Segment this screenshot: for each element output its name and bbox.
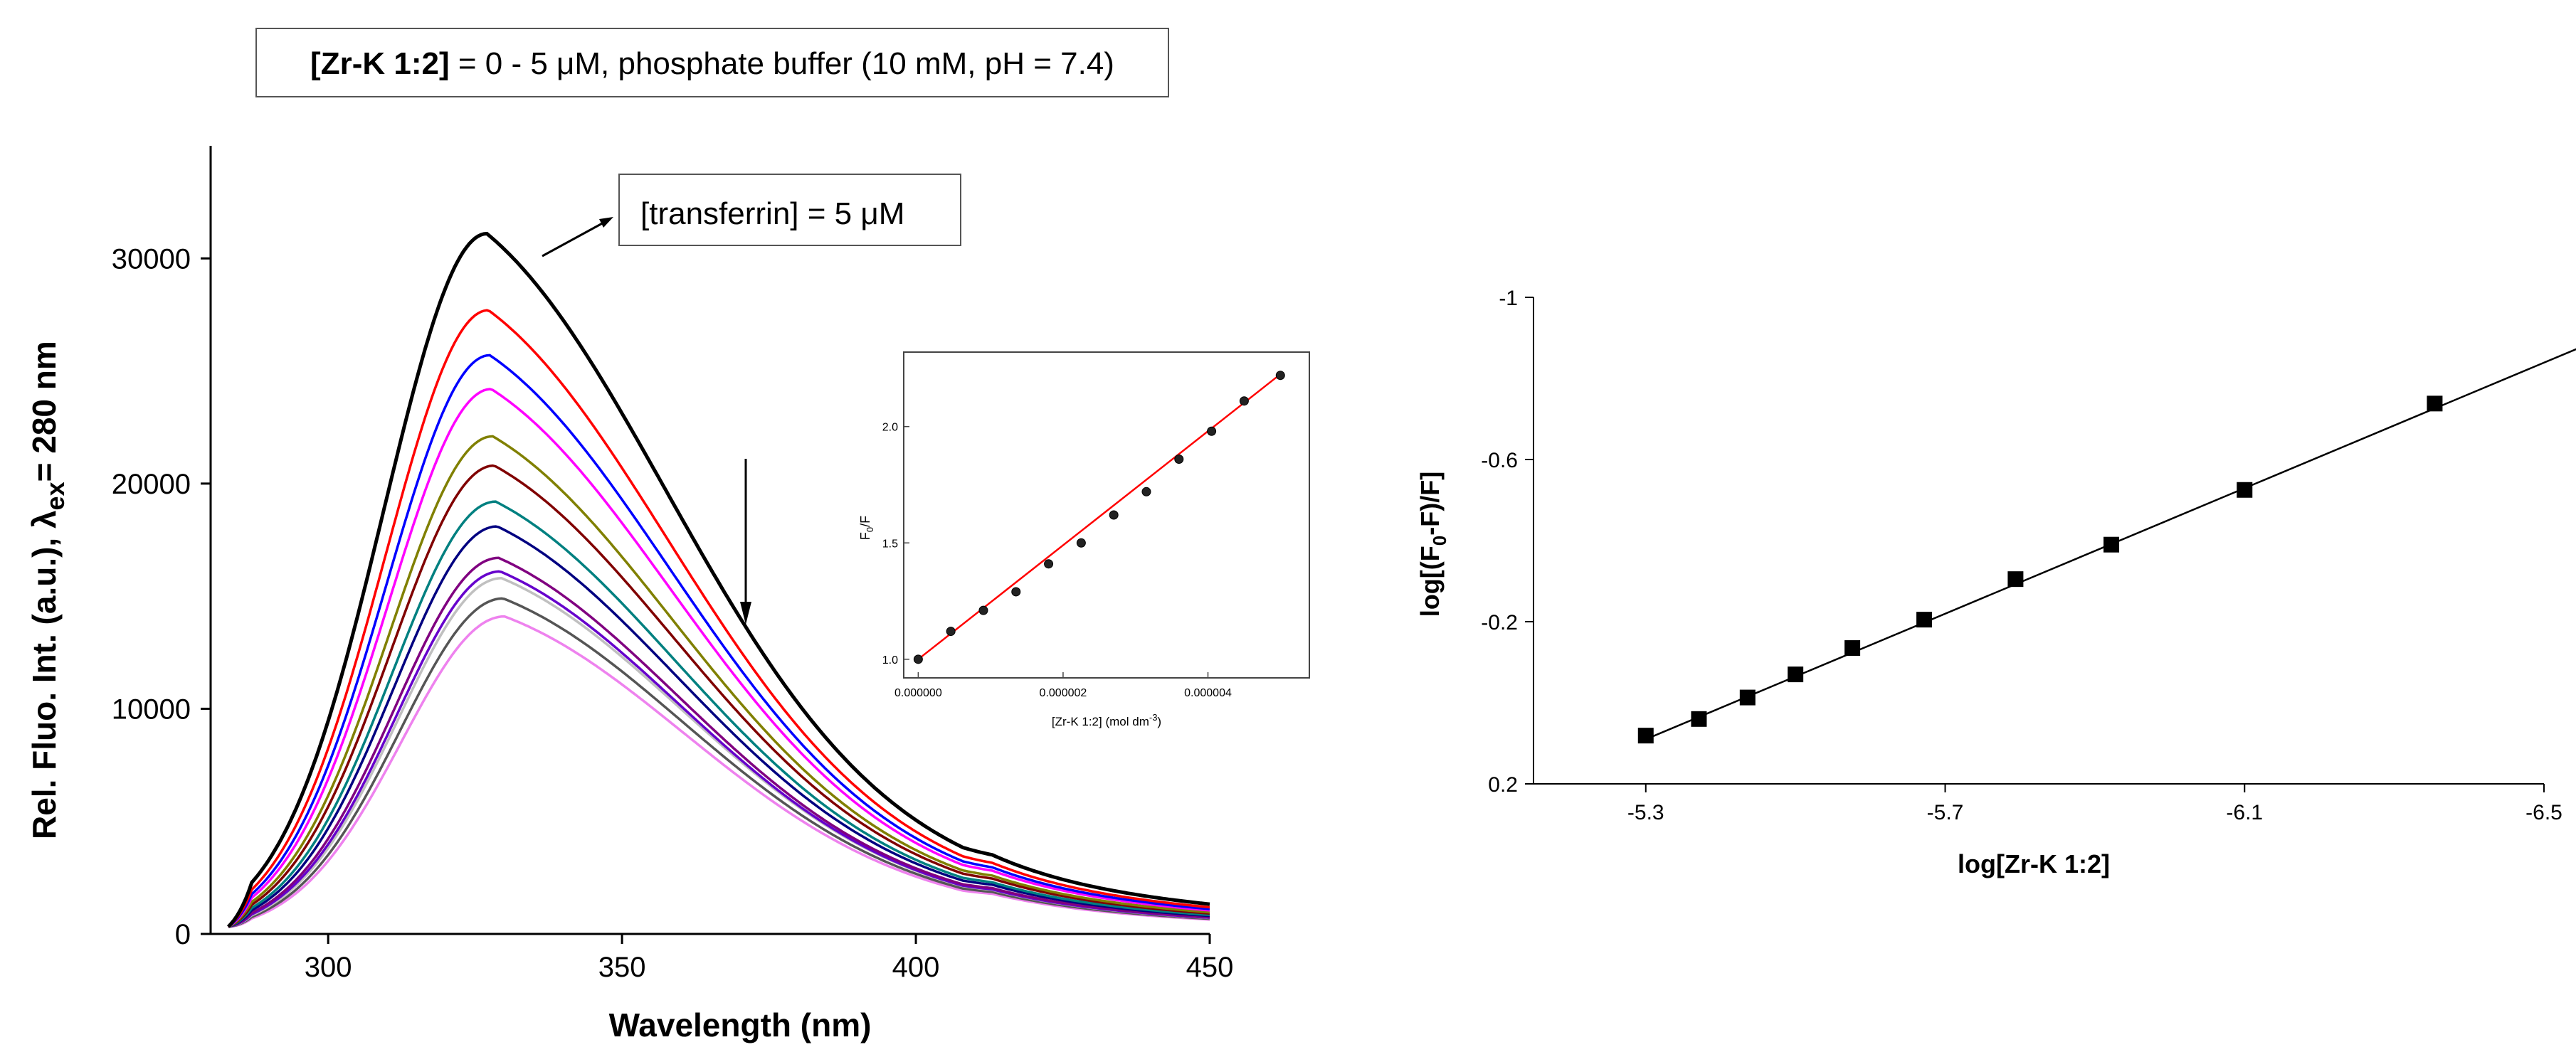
right-x-tick-label: -6.1	[2226, 801, 2263, 824]
main-y-tick-label: 20000	[112, 469, 191, 500]
main-y-tick-label: 10000	[112, 694, 191, 725]
inset-data-point	[913, 654, 923, 664]
main-x-tick-label: 300	[305, 952, 352, 983]
right-data-point	[2237, 482, 2253, 498]
emission-series-line	[227, 354, 1210, 928]
right-y-tick-label: 0.2	[1488, 773, 1518, 797]
emission-series-line	[228, 597, 1210, 928]
emission-series-line	[228, 500, 1210, 928]
inset-frame	[903, 351, 1310, 679]
quench-arrow	[740, 459, 751, 625]
right-y-tick-label: -1	[1499, 287, 1518, 310]
inset-data-point	[946, 627, 956, 637]
right-data-point	[1637, 728, 1654, 744]
emission-series-line	[227, 388, 1210, 928]
right-x-tick-label: -6.5	[2525, 801, 2562, 824]
inset-x-tick-label: 0.000000	[894, 687, 942, 699]
right-x-tick-label: -5.3	[1627, 801, 1664, 824]
inset-y-tick-label: 1.5	[882, 538, 898, 550]
right-data-point	[1788, 666, 1804, 683]
right-data-point	[1739, 689, 1756, 706]
header-box: [Zr-K 1:2] = 0 - 5 μM, phosphate buffer …	[255, 28, 1169, 97]
emission-series-line	[228, 525, 1210, 928]
inset-x-label: [Zr-K 1:2] (mol dm-3)	[1052, 712, 1161, 728]
inset-y-tick-label: 1.0	[882, 654, 898, 666]
header-rest-text: = 0 - 5 μM, phosphate buffer (10 mM, pH …	[450, 46, 1114, 81]
main-y-tick-label: 0	[175, 919, 191, 950]
inset-data-point	[1174, 454, 1184, 464]
emission-series-line	[227, 309, 1210, 928]
emission-series-line	[227, 435, 1210, 928]
right-data-point	[2007, 571, 2024, 588]
right-x-tick-label: -5.7	[1927, 801, 1964, 824]
inset-data-point	[978, 605, 988, 615]
main-x-tick-label: 350	[598, 952, 646, 983]
emission-chart: 300 350 400 450 0 10000 20000 30000 Wavelength…	[26, 146, 1233, 1043]
emission-series-line	[228, 615, 1210, 928]
inset-x-tick-label: 0.000002	[1040, 687, 1087, 699]
right-y-label: log[(F0-F)/F]	[1415, 472, 1450, 617]
inset-data-point	[1239, 396, 1249, 406]
right-data-point	[2103, 536, 2120, 553]
main-x-tick-label: 400	[892, 952, 940, 983]
inset-y-tick-label: 2.0	[882, 422, 898, 434]
right-y-tick-label: -0.2	[1481, 611, 1518, 634]
right-x-label: log[Zr-K 1:2]	[1958, 849, 2110, 878]
main-y-tick-label: 30000	[112, 243, 191, 275]
svg-text:[Zr-K 1:2] = 0 - 5 μM, phosp: [Zr-K 1:2] = 0 - 5 μM, phosphate buffer …	[310, 46, 1114, 81]
double-log-chart: -5.3 -5.7 -6.1 -6.5 0.2 -0.2 -0.6 -1 log[Zr-K …	[1415, 287, 2576, 878]
inset-data-point	[1044, 559, 1054, 569]
inset-data-point	[1275, 371, 1285, 381]
right-data-point	[1691, 711, 1707, 727]
right-fit-line	[1645, 348, 2576, 740]
transferrin-label: [transferrin] = 5 μM	[640, 196, 904, 231]
inset-data-point	[1011, 587, 1021, 597]
inset-x-tick-label: 0.000004	[1184, 687, 1232, 699]
stern-volmer-inset: 0.000000 0.000002 0.000004 1.0 1.5 2.0 [Zr-K…	[858, 351, 1310, 728]
emission-series-line	[228, 556, 1210, 928]
inset-data-point	[1109, 510, 1119, 520]
header-bold-text: [Zr-K 1:2]	[310, 46, 450, 81]
main-x-label: Wavelength (nm)	[609, 1006, 872, 1043]
inset-data-point	[1207, 426, 1217, 436]
emission-series-line	[226, 231, 1210, 928]
right-data-point	[2427, 395, 2443, 412]
right-data-point	[1844, 640, 1861, 657]
inset-fit-line	[917, 373, 1282, 660]
inset-data-point	[1076, 538, 1086, 548]
inset-data-point	[1141, 487, 1151, 496]
main-y-label: Rel. Fluo. Int. (a.u.), λex= 280 nm	[26, 341, 70, 839]
main-x-tick-label: 450	[1186, 952, 1234, 983]
right-data-point	[1916, 612, 1933, 628]
inset-y-label: F0/F	[858, 516, 875, 540]
emission-series-line	[228, 464, 1210, 928]
right-y-tick-label: -0.6	[1481, 449, 1518, 472]
transferrin-annotation: [transferrin] = 5 μM	[542, 174, 961, 257]
